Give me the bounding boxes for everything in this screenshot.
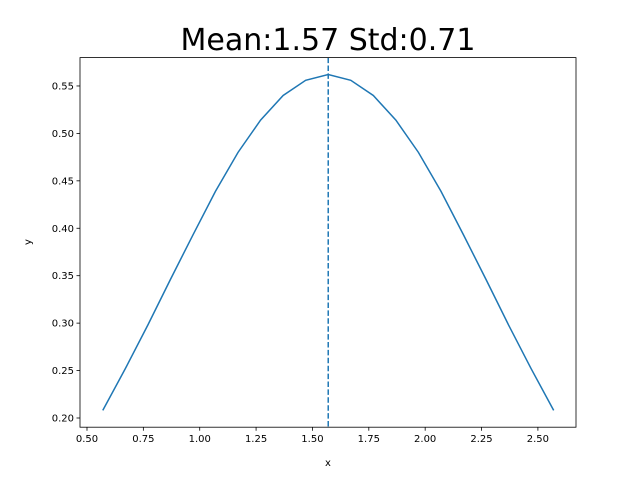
x-tick-label: 1.75 (358, 434, 380, 445)
y-tick-label: 0.45 (52, 176, 74, 187)
x-tick-label: 0.75 (132, 434, 154, 445)
x-tick-label: 2.25 (470, 434, 492, 445)
y-tick-label: 0.35 (52, 271, 74, 282)
y-tick-label: 0.50 (52, 129, 74, 140)
y-tick-label: 0.25 (52, 366, 74, 377)
y-tick-label: 0.40 (52, 224, 74, 235)
plot-frame (79, 57, 577, 428)
y-tick-label: 0.30 (52, 319, 74, 330)
x-tick-label: 1.00 (189, 434, 211, 445)
chart-title: Mean:1.57 Std:0.71 (181, 23, 476, 58)
y-tick-label: 0.20 (52, 413, 74, 424)
x-tick-label: 2.50 (527, 434, 549, 445)
x-tick-label: 2.00 (414, 434, 436, 445)
x-tick-label: 1.50 (301, 434, 323, 445)
x-tick-label: 0.50 (76, 434, 98, 445)
x-axis-label: x (325, 458, 331, 469)
y-axis-label: y (23, 239, 34, 245)
y-tick-label: 0.55 (52, 81, 74, 92)
x-tick-label: 1.25 (245, 434, 267, 445)
